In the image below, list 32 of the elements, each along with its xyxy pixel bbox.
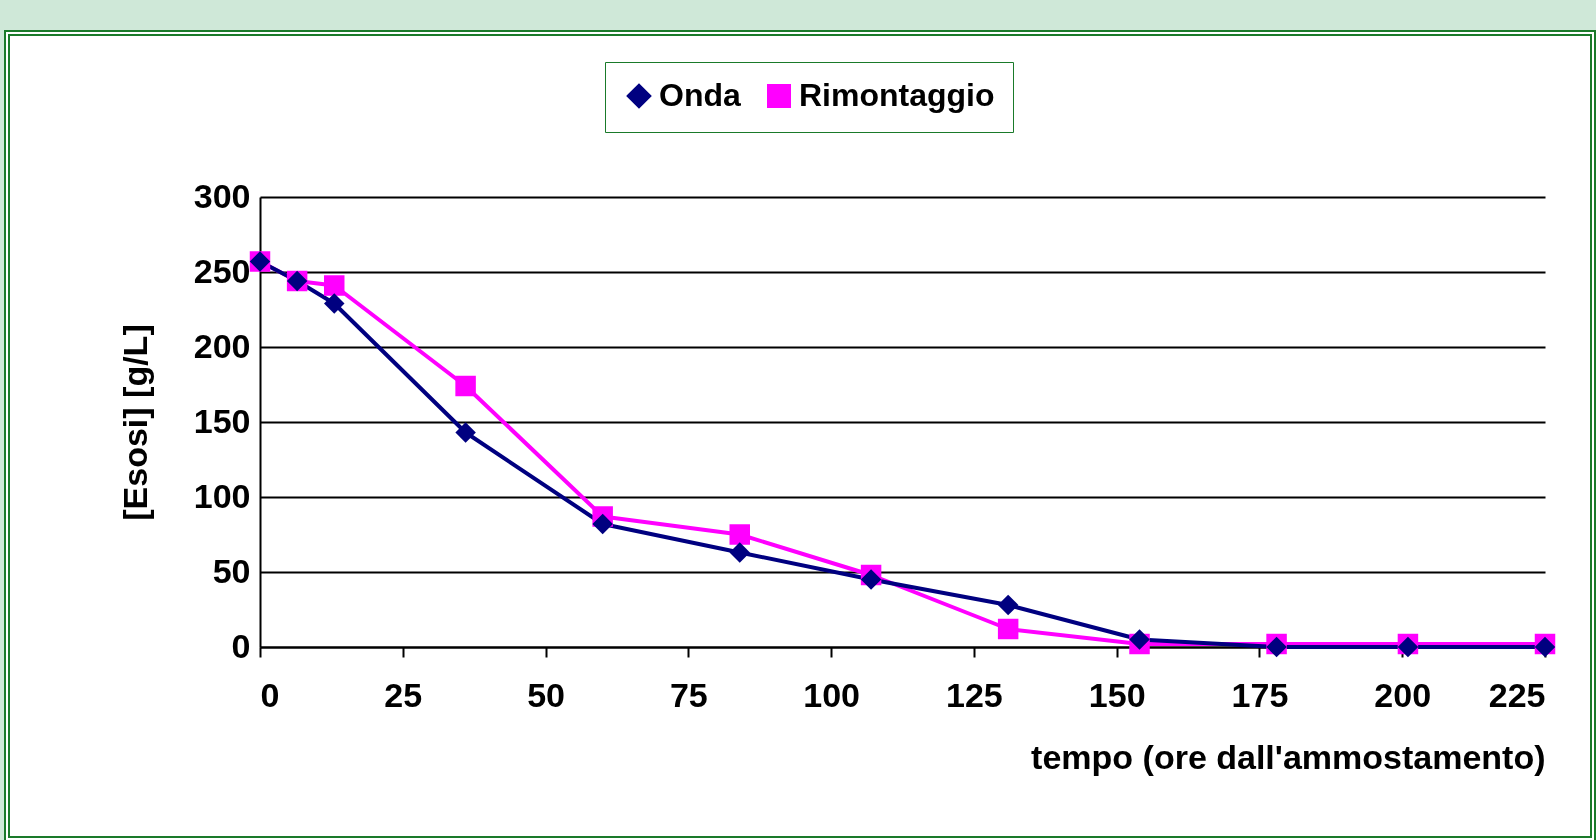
y-tick-label: 200 xyxy=(193,326,251,365)
point xyxy=(1129,629,1150,650)
point xyxy=(997,618,1019,640)
x-tick-label: 75 xyxy=(669,675,708,714)
point xyxy=(729,524,750,545)
point xyxy=(324,275,345,296)
y-tick-label: 250 xyxy=(193,251,251,290)
legend-label: Onda xyxy=(659,77,741,113)
x-tick-label: 100 xyxy=(803,675,860,714)
point xyxy=(324,293,345,314)
x-tick-label: 0 xyxy=(260,675,280,714)
x-tick-label: 125 xyxy=(946,675,1003,714)
point xyxy=(592,513,613,535)
y-axis-title: [Esosi] [g/L] xyxy=(115,324,154,521)
x-tick-label: 150 xyxy=(1088,675,1146,714)
y-tick-label: 100 xyxy=(193,476,251,515)
x-axis-title: tempo (ore dall'ammostamento) xyxy=(1031,737,1546,776)
point xyxy=(729,542,750,563)
y-tick-label: 0 xyxy=(231,626,251,665)
point xyxy=(860,569,882,590)
x-tick-label: 25 xyxy=(384,675,423,714)
x-tick-label: 175 xyxy=(1231,675,1289,714)
y-tick-label: 50 xyxy=(212,551,251,590)
x-tick-label: 225 xyxy=(1488,675,1546,714)
x-tick-label: 50 xyxy=(527,675,565,714)
point xyxy=(997,594,1019,616)
point xyxy=(455,422,476,443)
point xyxy=(455,375,476,397)
legend-label: Rimontaggio xyxy=(799,77,995,113)
x-tick-label: 200 xyxy=(1374,675,1432,714)
y-tick-label: 150 xyxy=(193,401,251,440)
y-tick-label: 300 xyxy=(193,176,251,215)
